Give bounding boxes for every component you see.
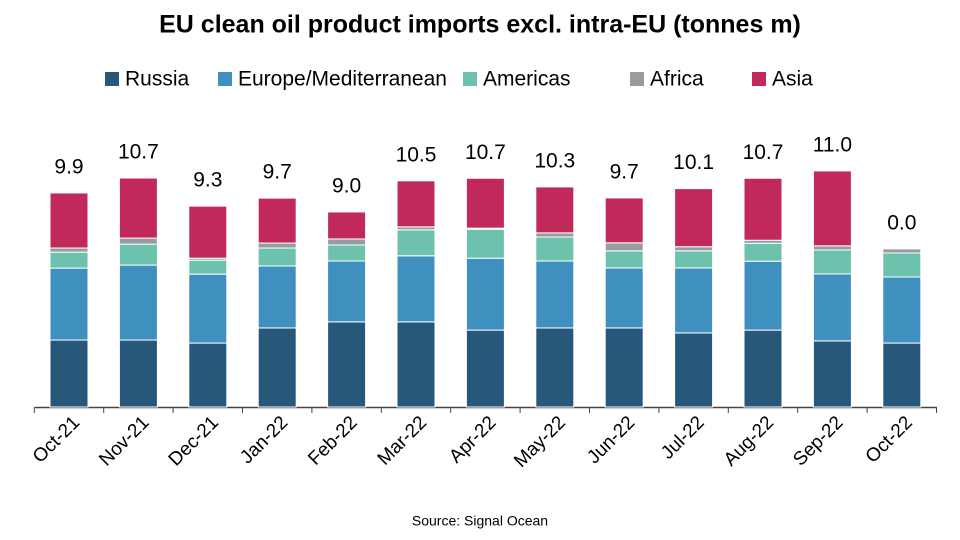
bar-segment xyxy=(882,276,922,344)
total-label: 10.7 xyxy=(465,141,506,164)
bar-segment xyxy=(257,197,297,244)
bar-segment xyxy=(49,192,89,249)
total-label: 10.1 xyxy=(673,151,714,174)
x-tick-label: Nov-21 xyxy=(95,412,153,470)
bar-segment xyxy=(118,237,158,245)
bar-segment xyxy=(535,232,575,238)
bar-segment xyxy=(812,170,852,247)
bar-segment xyxy=(396,229,436,257)
bar-segment xyxy=(327,244,367,262)
total-label: 10.5 xyxy=(396,143,437,166)
bar-segment xyxy=(327,238,367,246)
total-label: 0.0 xyxy=(887,211,916,234)
total-label: 9.0 xyxy=(332,174,361,197)
bar-segment xyxy=(118,177,158,239)
bar-segment xyxy=(465,228,505,259)
total-label: 9.9 xyxy=(54,155,83,178)
x-tick-label: Sep-22 xyxy=(789,412,847,470)
bar-segment xyxy=(604,327,644,408)
legend-swatch xyxy=(463,72,477,86)
bar-segment xyxy=(743,260,783,331)
total-label: 10.7 xyxy=(743,141,784,164)
legend-label: Russia xyxy=(125,68,190,91)
x-tick-label: Mar-22 xyxy=(374,412,431,469)
bar-segment xyxy=(257,265,297,329)
bar-segment xyxy=(327,211,367,240)
bar-segment xyxy=(465,257,505,331)
bar-segment xyxy=(49,267,89,341)
bar-segment xyxy=(674,188,714,248)
bar-segment xyxy=(882,342,922,408)
total-label: 11.0 xyxy=(813,133,852,156)
bar-segment xyxy=(327,260,367,323)
bar-segment xyxy=(396,180,436,228)
legend-swatch xyxy=(105,72,119,86)
x-tick-label: Oct-21 xyxy=(29,412,84,467)
x-tick-label: Jan-22 xyxy=(236,412,292,468)
x-tick-label: Apr-22 xyxy=(445,412,500,467)
x-tick-label: Dec-21 xyxy=(165,412,223,470)
total-label: 10.3 xyxy=(534,149,575,172)
x-tick-label: Jun-22 xyxy=(583,412,639,468)
total-label: 9.3 xyxy=(193,169,222,192)
chart-title: EU clean oil product imports excl. intra… xyxy=(159,11,801,39)
legend-swatch xyxy=(218,72,232,86)
x-tick-label: Feb-22 xyxy=(304,412,361,469)
bar-segment xyxy=(812,340,852,408)
bar-segment xyxy=(257,242,297,249)
bar-segment xyxy=(118,243,158,266)
x-tick-label: Jul-22 xyxy=(657,412,708,463)
bar-segment xyxy=(812,245,852,251)
total-label: 9.7 xyxy=(263,161,292,184)
bar-segment xyxy=(465,177,505,229)
bar-segment xyxy=(118,264,158,341)
bar-segment xyxy=(604,197,644,244)
legend-label: Asia xyxy=(772,68,813,91)
bar-segment xyxy=(396,321,436,408)
bar-segment xyxy=(535,260,575,329)
bar-segment xyxy=(188,205,228,259)
bar-segment xyxy=(188,342,228,408)
legend-label: Africa xyxy=(650,68,704,91)
legend-swatch xyxy=(630,72,644,86)
bar-segment xyxy=(604,267,644,329)
bar-segment xyxy=(674,267,714,334)
legend-swatch xyxy=(752,72,766,86)
bar-segment xyxy=(812,249,852,275)
bar-segment xyxy=(49,251,89,269)
bar-segment xyxy=(465,329,505,408)
bar-segment xyxy=(49,339,89,408)
x-tick-label: May-22 xyxy=(510,412,570,472)
total-label: 10.7 xyxy=(118,141,159,164)
bar-segment xyxy=(812,273,852,342)
bar-segment xyxy=(604,242,644,252)
legend-label: Europe/Mediterranean xyxy=(238,68,447,91)
bar-segment xyxy=(327,321,367,408)
bar-segment xyxy=(535,186,575,234)
bar-segment xyxy=(604,250,644,269)
bar-segment xyxy=(257,327,297,408)
bar-segment xyxy=(49,247,89,253)
bar-segment xyxy=(674,246,714,252)
bar-segment xyxy=(674,332,714,408)
bar-segment xyxy=(188,273,228,344)
bar-segment xyxy=(882,252,922,278)
legend-label: Americas xyxy=(483,68,571,91)
bar-segment xyxy=(396,255,436,323)
x-tick-label: Aug-22 xyxy=(720,412,778,470)
bar-segment xyxy=(743,242,783,262)
bar-segment xyxy=(882,248,922,254)
source: Source: Signal Ocean xyxy=(412,513,548,529)
bar-segment xyxy=(257,247,297,267)
bar-segment xyxy=(118,339,158,408)
bar-segment xyxy=(535,236,575,262)
bar-segment xyxy=(674,250,714,269)
bar-segment xyxy=(743,329,783,408)
bar-segment xyxy=(743,177,783,241)
x-tick-label: Oct-22 xyxy=(862,412,917,467)
total-label: 9.7 xyxy=(610,160,639,183)
bar-segment xyxy=(188,259,228,275)
bar-segment xyxy=(535,327,575,408)
